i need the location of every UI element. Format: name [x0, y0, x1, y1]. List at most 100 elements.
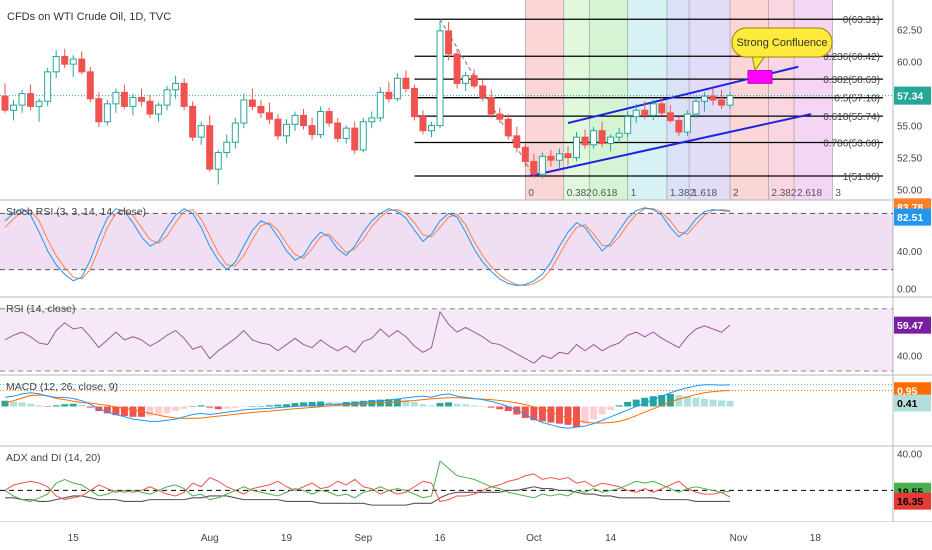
candle-body [726, 95, 734, 106]
candle-body [197, 125, 205, 138]
macd-histogram-bar [231, 406, 239, 408]
macd-histogram-bar [155, 406, 163, 415]
rsi-badge-text: 59.47 [897, 320, 923, 332]
candle-body [692, 100, 700, 115]
time-tick-label: Oct [526, 533, 542, 544]
fib-level-label: 0.382(58.63) [823, 75, 880, 86]
time-tick-label: Nov [730, 533, 748, 544]
candle-body [368, 117, 376, 123]
candle-body [598, 130, 606, 145]
macd-histogram-bar [257, 406, 265, 407]
macd-histogram-bar [300, 402, 308, 407]
candle-body [470, 75, 478, 87]
di-minus-line [4, 473, 731, 502]
candle-body [223, 141, 231, 153]
macd-histogram-bar [419, 404, 427, 407]
candle-body [61, 55, 69, 65]
indicators: Stoch RSI (3, 3, 14, 14, close) RSI (14, … [0, 206, 893, 506]
time-tick-label: 16 [434, 533, 446, 544]
macd-histogram-bar [291, 403, 299, 407]
macd-histogram-bar [538, 406, 546, 422]
candle-body [342, 127, 350, 139]
candle-body [172, 82, 180, 91]
macd-histogram-bar [700, 398, 708, 407]
macd-histogram-bar [436, 403, 444, 407]
macd-histogram-bar [78, 404, 86, 407]
fib-time-zone-band [666, 0, 690, 200]
di-plus-line [4, 460, 731, 502]
candle-body [436, 30, 444, 127]
candle-body [95, 98, 103, 123]
macd-histogram-bar [10, 401, 18, 407]
macd-histogram-bar [573, 406, 581, 428]
macd-histogram-bar [223, 406, 231, 409]
macd-histogram-bar [129, 406, 137, 417]
macd-hist-badge-bg [894, 394, 931, 412]
candle-body [265, 112, 273, 120]
candle-body [530, 160, 538, 175]
candle-body [658, 103, 666, 114]
macd-histogram-bar [513, 406, 521, 415]
candle-body [103, 103, 111, 123]
candle-body [1, 95, 9, 111]
macd-histogram-bar [180, 406, 188, 409]
macd-histogram-bar [274, 404, 282, 407]
candle-body [487, 96, 495, 115]
macd-histogram-bar [189, 406, 197, 407]
macd-histogram-bar [470, 405, 478, 407]
candle-body [27, 93, 35, 107]
macd-histogram-bar [18, 402, 26, 407]
candle-body [607, 136, 615, 145]
macd-histogram-bar [641, 397, 649, 407]
macd-histogram-bar [428, 405, 435, 407]
candle-body [453, 53, 461, 84]
candle-body [615, 132, 623, 138]
macd-histogram-bar [69, 403, 77, 407]
candle-body [581, 136, 589, 146]
macd-histogram-bar [590, 406, 598, 420]
candle-body [120, 91, 128, 107]
fib-time-zone-label: 0.618 [592, 188, 617, 199]
time-tick-label: Sep [354, 533, 372, 544]
rsi-band [0, 308, 893, 371]
macd-histogram-bar [530, 406, 538, 421]
fib-time-zone-label: 2 [733, 188, 739, 199]
fib-time-zone-label: 1.618 [692, 188, 717, 199]
candle-body [18, 93, 26, 106]
candle-body [513, 135, 521, 148]
candle-body [496, 113, 504, 120]
candle-body [504, 118, 512, 137]
candle-body [231, 122, 239, 143]
macd-histogram-bar [44, 406, 52, 407]
time-axis: 15 Aug 19 Sep 16 Oct 14 Nov 18 [0, 522, 932, 550]
candle-body [351, 127, 359, 151]
macd-histogram-bar [504, 406, 512, 412]
time-tick-label: 18 [810, 533, 822, 544]
stoch-k-badge-text: 82.51 [897, 212, 923, 224]
background-layer [893, 0, 932, 550]
stoch-k-badge-bg [894, 208, 931, 226]
candle-body [137, 96, 145, 102]
candle-body [410, 87, 418, 118]
fib-time-zone-label: 1 [631, 188, 637, 199]
fib-time-zone-band [589, 0, 628, 200]
confluence-box [747, 70, 773, 84]
candle-body [129, 96, 137, 107]
macd-histogram-bar [206, 406, 214, 408]
candle-body [462, 75, 470, 84]
fib-time-zone-label: 2.618 [797, 188, 822, 199]
candle-body [52, 55, 60, 73]
macd-histogram-bar [27, 403, 35, 407]
candle-body [359, 121, 367, 151]
candle-body [240, 99, 248, 124]
candle-body [10, 104, 18, 111]
macd-line [4, 384, 731, 429]
macd-histogram-bar [172, 406, 180, 412]
macd-histogram-bar [692, 397, 700, 407]
indicator-tick-label: 40.00 [897, 247, 922, 258]
fib-level-label: 0.618(55.74) [823, 112, 880, 123]
pane-title: RSI (14, close) [6, 303, 75, 315]
candle-body [521, 146, 529, 162]
